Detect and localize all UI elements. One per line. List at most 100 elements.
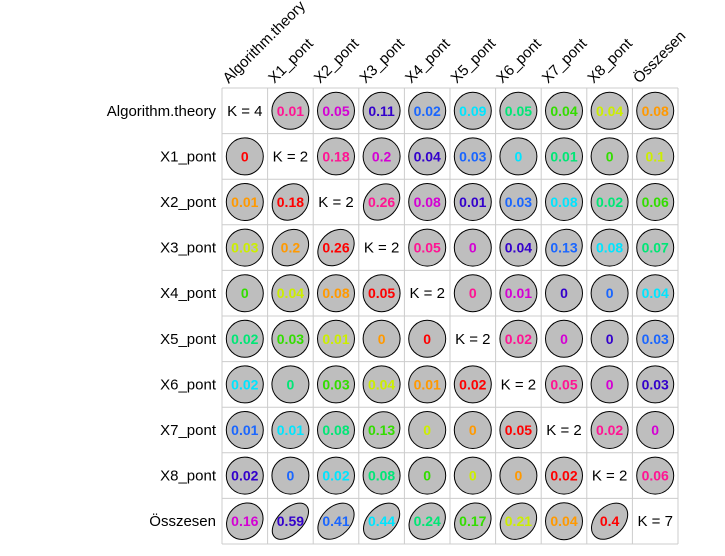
correlation-value: 0 bbox=[241, 148, 249, 164]
correlation-value: 0.03 bbox=[642, 376, 669, 392]
column-labels: Algorithm.theoryX1_pontX2_pontX3_pontX4_… bbox=[220, 0, 690, 87]
matrix-grid bbox=[221, 87, 679, 545]
correlation-ellipse bbox=[225, 456, 264, 495]
correlation-value: 0.04 bbox=[505, 240, 532, 256]
correlation-ellipse bbox=[590, 319, 629, 358]
column-label-x3-pont: X3_pont bbox=[356, 35, 408, 87]
row-label-x5-pont: X5_pont bbox=[160, 331, 217, 348]
correlation-value: 0.04 bbox=[550, 513, 577, 529]
correlation-ellipse bbox=[590, 183, 629, 221]
correlation-ellipse bbox=[408, 319, 447, 358]
correlation-ellipse bbox=[226, 502, 264, 540]
correlation-ellipse bbox=[545, 274, 583, 313]
correlation-value: 0 bbox=[606, 376, 614, 392]
correlation-ellipse bbox=[499, 319, 538, 358]
correlation-value: 0.06 bbox=[642, 468, 669, 484]
correlation-value: 0.05 bbox=[505, 422, 532, 438]
correlation-ellipse bbox=[453, 137, 492, 176]
correlation-value: 0.2 bbox=[372, 148, 392, 164]
correlation-value: 0.07 bbox=[642, 240, 669, 256]
correlation-ellipse bbox=[408, 502, 446, 540]
correlation-value: 0.01 bbox=[277, 103, 304, 119]
correlation-ellipse bbox=[225, 411, 264, 449]
correlation-value: 0.59 bbox=[277, 513, 304, 529]
correlation-ellipse bbox=[271, 365, 310, 404]
correlation-value: 0.01 bbox=[459, 194, 486, 210]
correlation-value: 0.08 bbox=[414, 194, 441, 210]
correlation-value: 0.02 bbox=[596, 194, 623, 210]
correlation-ellipse bbox=[317, 411, 355, 449]
correlation-ellipse bbox=[317, 274, 355, 313]
correlation-value: 0.08 bbox=[596, 240, 623, 256]
correlation-value: 0.4 bbox=[600, 513, 620, 529]
correlation-value: 0.01 bbox=[231, 422, 258, 438]
correlation-ellipse bbox=[636, 91, 675, 130]
column-label-sszesen: Összesen bbox=[629, 27, 689, 87]
correlation-ellipse bbox=[499, 228, 538, 267]
correlation-value: 0.04 bbox=[642, 285, 669, 301]
row-label-x2-pont: X2_pont bbox=[160, 194, 217, 211]
diagonal-label: K = 2 bbox=[501, 376, 536, 393]
correlation-ellipse bbox=[408, 228, 447, 267]
correlation-ellipse bbox=[590, 411, 629, 450]
correlation-value: 0.18 bbox=[322, 148, 349, 164]
correlation-ellipse bbox=[363, 502, 401, 540]
correlation-ellipse bbox=[636, 319, 675, 358]
correlation-ellipse bbox=[499, 183, 538, 221]
correlation-value: 0.08 bbox=[642, 103, 669, 119]
correlation-value: 0.17 bbox=[459, 513, 486, 529]
correlation-ellipse bbox=[590, 274, 629, 313]
correlation-ellipse bbox=[271, 91, 310, 130]
correlation-ellipse bbox=[545, 228, 583, 267]
correlation-value: 0.04 bbox=[596, 103, 623, 119]
correlation-value: 0 bbox=[651, 422, 659, 438]
correlation-ellipse bbox=[545, 319, 583, 358]
correlation-value: 0 bbox=[469, 468, 477, 484]
correlation-value: 0.03 bbox=[459, 148, 486, 164]
correlation-ellipse bbox=[271, 456, 310, 495]
correlation-value: 0.05 bbox=[322, 103, 349, 119]
correlation-value: 0.01 bbox=[414, 376, 441, 392]
correlation-ellipse bbox=[636, 274, 675, 313]
diagonal-label: K = 4 bbox=[227, 103, 262, 120]
correlation-value: 0.24 bbox=[414, 513, 441, 529]
row-label-x6-pont: X6_pont bbox=[160, 376, 217, 393]
correlation-ellipse bbox=[545, 183, 583, 221]
correlation-ellipse bbox=[499, 456, 538, 495]
correlation-value: 0 bbox=[423, 331, 431, 347]
correlation-ellipse bbox=[362, 91, 401, 130]
correlation-value: 0 bbox=[287, 468, 295, 484]
correlation-ellipse bbox=[590, 91, 629, 130]
correlation-ellipse bbox=[636, 228, 675, 267]
correlation-ellipse bbox=[453, 456, 492, 495]
correlation-ellipse bbox=[545, 502, 583, 541]
correlation-ellipse bbox=[271, 411, 310, 449]
correlation-value: 0.04 bbox=[414, 148, 441, 164]
correlation-ellipse bbox=[636, 456, 675, 495]
correlation-ellipse bbox=[545, 365, 583, 404]
correlation-value: 0.02 bbox=[505, 331, 532, 347]
diagonal-label: K = 2 bbox=[455, 331, 490, 348]
correlation-value: 0.01 bbox=[550, 148, 577, 164]
correlation-value: 0.03 bbox=[231, 240, 258, 256]
correlation-value: 0.08 bbox=[322, 285, 349, 301]
correlation-ellipse bbox=[362, 137, 401, 176]
correlation-value: 0 bbox=[378, 331, 386, 347]
correlation-ellipse bbox=[453, 91, 492, 130]
correlation-value: 0.21 bbox=[505, 513, 532, 529]
correlation-ellipse bbox=[636, 410, 675, 449]
correlation-ellipse bbox=[225, 365, 264, 404]
correlation-ellipse bbox=[362, 319, 401, 358]
correlation-value: 0.41 bbox=[322, 513, 349, 529]
correlation-ellipse bbox=[545, 456, 583, 495]
correlation-ellipse bbox=[453, 183, 492, 221]
correlation-ellipse bbox=[499, 411, 538, 449]
correlation-value: 0 bbox=[423, 422, 431, 438]
correlation-value: 0 bbox=[287, 376, 295, 392]
correlation-value: 0.05 bbox=[414, 240, 441, 256]
correlation-value: 0.02 bbox=[596, 422, 623, 438]
row-labels: Algorithm.theory X1_pont X2_pont X3_pont X4_… bbox=[107, 103, 217, 530]
correlation-ellipse bbox=[362, 274, 401, 313]
correlation-value: 0.01 bbox=[505, 285, 532, 301]
correlation-value: 0.09 bbox=[459, 103, 486, 119]
